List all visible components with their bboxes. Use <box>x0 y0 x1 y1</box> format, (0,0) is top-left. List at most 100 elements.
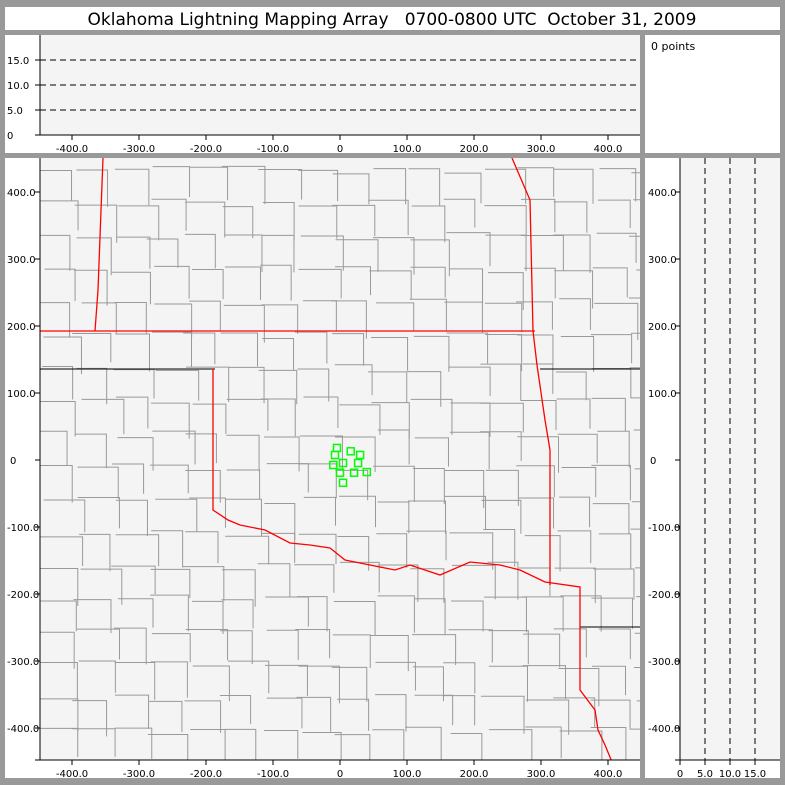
county-border <box>40 401 76 437</box>
county-border <box>154 265 190 299</box>
county-border <box>524 535 561 572</box>
county-border <box>192 403 227 434</box>
county-border <box>451 600 484 632</box>
county-border <box>42 366 74 400</box>
county-border <box>593 568 635 600</box>
county-border <box>338 495 376 528</box>
y-tick-label: -100.0 <box>7 523 39 534</box>
county-border <box>150 661 188 698</box>
county-border <box>375 694 407 732</box>
county-border <box>517 334 554 366</box>
county-border <box>112 271 151 305</box>
county-border <box>522 596 564 632</box>
county-border <box>410 239 450 277</box>
county-border <box>629 367 640 369</box>
county-border <box>117 437 154 471</box>
lma-station-marker <box>346 447 355 456</box>
county-border <box>488 665 528 702</box>
county-border <box>450 732 483 760</box>
county-border <box>185 201 226 238</box>
county-border <box>192 600 224 635</box>
y-tick-label: -400.0 <box>7 724 39 735</box>
county-border <box>368 199 409 236</box>
county-border <box>448 366 491 397</box>
x-tick-label: -100.0 <box>257 144 289 155</box>
x-tick-label: 10.0 <box>719 769 741 780</box>
county-border <box>76 367 108 405</box>
x-tick-label: 0 <box>677 769 683 780</box>
county-border <box>298 665 340 704</box>
county-border <box>373 168 407 205</box>
county-border <box>479 431 522 462</box>
county-border <box>297 368 330 402</box>
county-border <box>151 402 190 439</box>
county-border <box>77 466 119 499</box>
county-border <box>150 594 189 632</box>
y-tick-label: 0 <box>650 456 656 467</box>
county-border <box>40 200 79 231</box>
y-tick-label: -100.0 <box>648 523 680 534</box>
county-border <box>522 633 561 668</box>
county-border <box>484 205 527 236</box>
x-tick-label: 5.0 <box>697 769 713 780</box>
county-border <box>114 168 150 206</box>
county-border <box>115 333 150 372</box>
county-border <box>553 201 588 233</box>
county-border <box>151 530 184 568</box>
county-border <box>488 729 533 760</box>
county-border <box>488 630 529 665</box>
county-border <box>155 498 198 532</box>
county-border <box>485 469 519 506</box>
y-tick-label: -400.0 <box>648 724 680 735</box>
county-border <box>76 237 112 276</box>
county-border <box>226 469 261 500</box>
county-border <box>448 629 493 663</box>
county-border <box>74 204 118 243</box>
county-border <box>300 235 344 271</box>
county-border <box>224 498 262 537</box>
county-border <box>113 369 155 399</box>
county-border <box>553 697 596 728</box>
county-border <box>520 400 557 431</box>
county-border <box>115 534 160 567</box>
county-border <box>524 267 556 299</box>
y-tick-label: 200.0 <box>648 322 677 333</box>
county-border <box>295 629 331 659</box>
county-border <box>411 205 446 243</box>
county-border <box>114 727 153 759</box>
county-border <box>73 269 108 306</box>
state-border <box>511 158 551 585</box>
county-border <box>444 301 483 333</box>
county-border <box>76 169 109 207</box>
county-border <box>337 698 370 731</box>
county-border <box>262 234 295 273</box>
county-border <box>191 269 224 300</box>
county-border <box>406 530 447 561</box>
county-border <box>413 335 450 372</box>
county-border <box>560 595 602 632</box>
x-tick-label: -200.0 <box>190 144 222 155</box>
county-border <box>446 332 489 364</box>
county-border <box>594 302 639 341</box>
x-tick-label: 400.0 <box>594 769 623 780</box>
county-border <box>155 369 200 401</box>
county-border <box>483 529 516 567</box>
county-border <box>596 232 637 263</box>
county-border <box>444 172 482 204</box>
county-border <box>264 436 300 472</box>
x-tick-label: 0 <box>337 769 343 780</box>
county-border <box>331 300 367 339</box>
county-border <box>598 628 631 660</box>
county-border <box>332 173 370 205</box>
county-border <box>370 634 409 672</box>
county-border <box>335 266 372 296</box>
county-border <box>260 264 292 301</box>
county-border <box>184 700 222 733</box>
county-border <box>40 631 75 669</box>
county-border <box>444 495 487 530</box>
x-tick-label: 300.0 <box>527 144 556 155</box>
county-border <box>522 363 554 394</box>
county-border <box>414 437 449 467</box>
county-border <box>80 568 123 605</box>
county-border <box>407 371 442 407</box>
